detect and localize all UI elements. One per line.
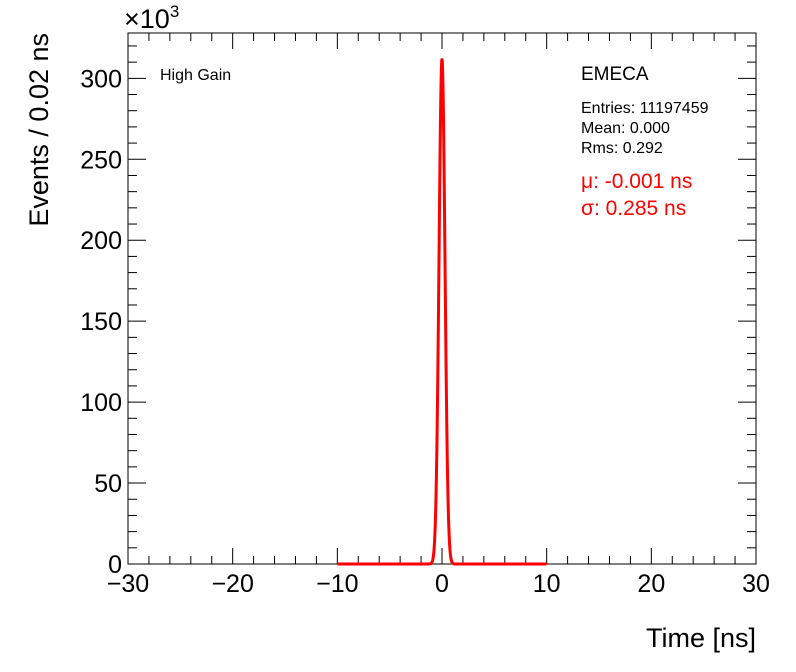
y-tick-label: 200 <box>80 227 122 255</box>
x-tick-label: 20 <box>637 570 665 598</box>
y-multiplier-exponent: 3 <box>170 2 179 21</box>
y-tick-label: 100 <box>80 389 122 417</box>
y-tick-label: 0 <box>108 551 122 579</box>
y-tick-label: 250 <box>80 146 122 174</box>
y-axis-ticks <box>128 45 756 565</box>
fit-mu-label: μ: -0.001 ns <box>581 170 692 193</box>
x-tick-label: −30 <box>107 570 149 598</box>
x-tick-label: 10 <box>533 570 561 598</box>
rms-stat: Rms: 0.292 <box>581 140 663 157</box>
detector-label: EMECA <box>581 64 649 85</box>
y-axis-title: Events / 0.02 ns <box>24 33 54 227</box>
x-axis-tick-labels: −30 −20 −10 0 10 20 30 <box>107 570 770 598</box>
x-tick-label: −10 <box>316 570 358 598</box>
y-tick-label: 150 <box>80 308 122 336</box>
y-multiplier-base: ×10 <box>124 4 170 34</box>
x-tick-label: 0 <box>435 570 449 598</box>
x-tick-label: 30 <box>742 570 770 598</box>
y-multiplier: ×103 <box>124 2 179 34</box>
y-tick-label: 50 <box>94 470 122 498</box>
fit-curve <box>337 58 547 566</box>
fit-sigma-label: σ: 0.285 ns <box>581 197 686 220</box>
gain-label: High Gain <box>160 67 231 84</box>
entries-stat: Entries: 11197459 <box>581 100 709 117</box>
x-tick-label: −20 <box>211 570 253 598</box>
y-axis-tick-labels: 0 50 100 150 200 250 300 <box>80 65 122 579</box>
mean-stat: Mean: 0.000 <box>581 120 670 137</box>
x-axis-title: Time [ns] <box>646 623 756 653</box>
x-axis-ticks <box>127 33 757 564</box>
y-tick-label: 300 <box>80 65 122 93</box>
